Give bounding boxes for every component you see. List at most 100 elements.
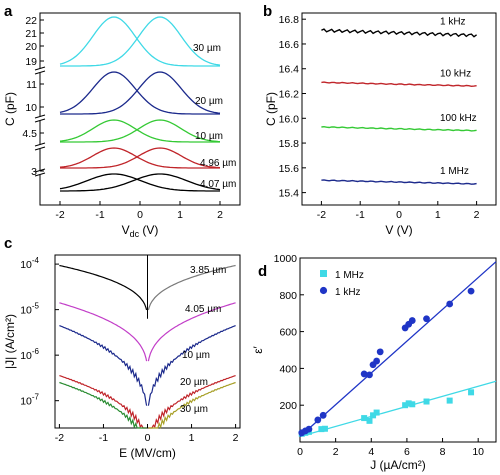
y-tick-label: 600: [279, 327, 297, 339]
series-line-c-left: [59, 375, 147, 429]
y-tick-label: 15.4: [279, 188, 300, 200]
x-tick-label: 0: [396, 209, 402, 221]
data-point: [373, 357, 381, 365]
y-axis-label: ε′: [251, 345, 265, 353]
x-tick-label: 2: [333, 446, 339, 458]
data-point: [423, 398, 430, 405]
y-tick-base: 10: [20, 396, 32, 408]
data-point: [376, 348, 384, 356]
data-point: [319, 411, 327, 419]
y-axis-label: C (pF): [3, 92, 17, 126]
x-axis-label: Vdc (V): [122, 223, 159, 239]
y-tick-label: 16.0: [279, 113, 300, 125]
series-line-c-right: [147, 325, 236, 406]
data-point: [468, 389, 475, 396]
series-line-c-right: [147, 302, 236, 362]
series-line-branch: [59, 16, 220, 67]
axis-break-mark: [34, 172, 46, 177]
data-point: [409, 401, 416, 408]
y-tick-label: 400: [279, 363, 297, 375]
axis-break-gap: [37, 171, 43, 175]
x-axis-label-unit: (V): [139, 223, 158, 237]
series-line-branch: [60, 119, 221, 143]
y-tick-exp: -6: [32, 347, 40, 356]
series-line-branch: [59, 173, 220, 192]
data-point: [405, 400, 412, 407]
y-tick-label: 10-6: [20, 347, 39, 362]
series-line-branch: [60, 173, 221, 192]
axis-break-mark: [34, 146, 46, 151]
series-line-branch: [60, 16, 221, 67]
y-tick-label: 16.4: [279, 64, 300, 76]
axis-break-gap: [37, 117, 43, 121]
data-point: [402, 402, 409, 409]
x-tick-label: -1: [95, 209, 104, 221]
x-axis-label-sub: dc: [130, 229, 140, 239]
x-tick-label: 4: [368, 446, 374, 458]
series-line-c-left: [59, 302, 148, 362]
panel-label-b: b: [263, 3, 272, 20]
series-line-branch: [59, 71, 220, 115]
x-tick-label: 1: [435, 209, 441, 221]
x-tick-label: 0: [145, 432, 151, 444]
y-tick-label: 1000: [274, 253, 298, 265]
y-tick-exp: -7: [32, 393, 40, 402]
data-point: [373, 409, 380, 416]
y-tick-label: 20: [25, 41, 37, 53]
x-tick-label: 0: [297, 446, 303, 458]
x-tick-label: 1: [177, 209, 183, 221]
series-label: 100 kHz: [440, 113, 477, 124]
y-tick-label: 21: [25, 28, 37, 40]
y-tick-label: 16.2: [279, 89, 300, 101]
chart-panel-d: 200 400 600 800 1000 0 2 4 6 8 10 J (µA/cm²) ε′ 1 MHz…: [251, 253, 497, 472]
series-a-3: [59, 147, 221, 169]
series-label: 4.05 µm: [185, 304, 221, 315]
y-tick-label: 10: [25, 102, 37, 114]
series-line-b-1: [321, 81, 477, 88]
series-line-branch: [60, 147, 221, 169]
x-tick-label: 1: [189, 432, 195, 444]
fit-line: [299, 380, 497, 438]
y-tick-base: 10: [20, 350, 32, 362]
data-point: [366, 371, 373, 379]
series-line-c-left: [59, 381, 147, 430]
panel-label-c: c: [4, 235, 12, 252]
series-label: 20 µm: [195, 96, 223, 107]
legend-label: 1 MHz: [335, 270, 364, 281]
series-label: 30 µm: [180, 404, 208, 415]
series-label: 30 µm: [193, 43, 221, 54]
y-tick-label: 16.8: [279, 14, 300, 26]
x-axis-label-main: V: [122, 223, 130, 237]
series-label: 4.96 µm: [200, 158, 236, 169]
y-tick-label: 15.6: [279, 163, 300, 175]
data-point: [361, 415, 368, 422]
y-tick-label: 3: [31, 166, 37, 178]
y-tick-label: 4.5: [22, 128, 37, 140]
series-line-branch: [59, 147, 220, 169]
data-point: [360, 370, 368, 378]
series-label: 1 kHz: [440, 16, 466, 27]
series-label: 10 µm: [182, 350, 210, 361]
series-line-c-right: [148, 375, 236, 429]
series-line-c-left: [59, 325, 148, 406]
data-point: [321, 425, 328, 432]
series-a-1: [59, 71, 221, 115]
x-axis-label: E (MV/cm): [119, 446, 176, 460]
series-label: 20 µm: [180, 377, 208, 388]
data-point: [314, 416, 322, 424]
axis-break-gap: [37, 145, 43, 149]
y-tick-base: 10: [20, 259, 32, 271]
series-line-branch: [59, 119, 220, 143]
y-tick-label: 16.6: [279, 39, 300, 51]
axis-break-gap: [37, 69, 43, 73]
legend-marker: [320, 270, 327, 277]
y-tick-label: 10-5: [20, 302, 39, 317]
series-label: 10 kHz: [440, 68, 471, 79]
panel-label-a: a: [4, 3, 13, 20]
fit-line: [299, 261, 497, 437]
chart-panel-b: 15.4 15.6 15.8 16.0 16.2 16.4 16.6 16.8 -2 -1 0 1 2 V…: [264, 12, 497, 237]
data-point: [305, 425, 313, 433]
x-tick-label: -1: [356, 209, 365, 221]
